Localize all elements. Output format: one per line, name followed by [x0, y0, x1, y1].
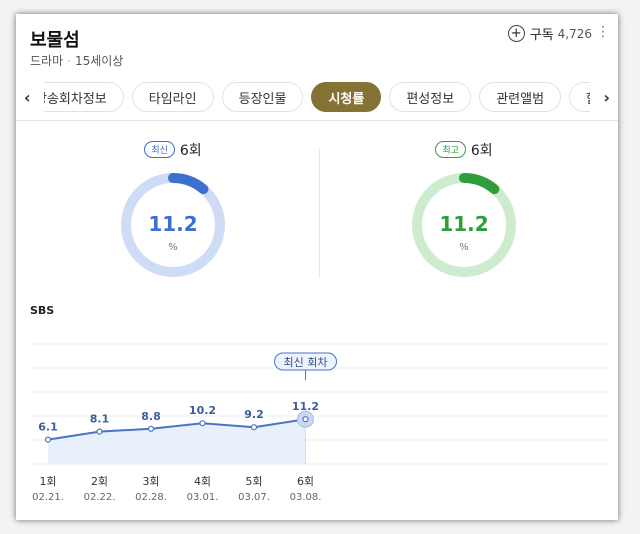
x-tick-date: 02.22.	[84, 492, 116, 503]
program-title: 보물섬	[30, 30, 80, 51]
data-label: 11.2	[292, 400, 319, 413]
data-point	[250, 424, 258, 431]
x-tick-episode: 2회	[91, 475, 108, 488]
highest-gauge-arc	[412, 173, 516, 277]
data-point	[147, 425, 155, 432]
x-tick-episode: 1회	[39, 475, 56, 488]
chart-title: SBS	[30, 304, 55, 317]
data-point	[44, 436, 52, 443]
x-tick-date: 03.01.	[187, 492, 219, 503]
tab-3[interactable]: 시청률	[311, 82, 382, 112]
series-line	[47, 418, 306, 441]
data-label: 10.2	[189, 404, 216, 417]
highest-rating-panel: 최고 6회 11.2 %	[364, 140, 564, 280]
latest-rating-value: 11.2	[148, 212, 197, 236]
data-label: 8.1	[90, 413, 110, 426]
highest-rating-value: 11.2	[439, 212, 488, 236]
latest-rating-panel: 최신 6회 11.2 %	[73, 140, 273, 280]
age-rating-label: 15세이상	[74, 54, 124, 68]
subscribe-count: 4,726	[557, 26, 592, 41]
x-tick-date: 03.07.	[238, 492, 270, 503]
tab-1[interactable]: 타임라인	[131, 82, 214, 112]
program-card: 보물섬 드라마·15세이상 + 구독 4,726 ⋮ ‹ 방송회차정보타임라인등…	[16, 14, 618, 520]
latest-episode: 6회	[179, 143, 202, 159]
more-options-icon[interactable]: ⋮	[596, 24, 610, 40]
annotation-bubble	[274, 352, 337, 371]
data-point	[96, 428, 103, 435]
data-point	[302, 416, 309, 423]
subscribe-label: 구독	[529, 28, 554, 43]
tab-6[interactable]: 함께 볼만한	[569, 82, 590, 112]
x-tick-date: 02.21.	[32, 492, 64, 503]
plus-icon: +	[507, 25, 525, 42]
tab-0[interactable]: 방송회차정보	[44, 82, 124, 112]
highest-episode: 6회	[470, 143, 493, 159]
data-label: 8.8	[141, 410, 161, 423]
x-tick-episode: 3회	[142, 475, 159, 488]
tab-2[interactable]: 등장인물	[221, 82, 304, 112]
chevron-right-icon[interactable]: ›	[603, 88, 610, 107]
program-meta: 드라마 · 15세이상	[30, 52, 123, 69]
highest-badge: 최고	[435, 141, 466, 158]
x-tick-episode: 4회	[194, 475, 211, 488]
latest-rating-gauge: 11.2 %	[121, 173, 225, 277]
genre-label: 드라마	[30, 54, 64, 68]
latest-badge: 최신	[144, 141, 175, 158]
annotation-text: 최신 회차	[284, 356, 328, 369]
latest-rating-unit: %	[168, 242, 178, 253]
tab-bar: ‹ 방송회차정보타임라인등장인물시청률편성정보관련앨범 함께 볼만한 ›	[16, 76, 618, 121]
data-label: 6.1	[38, 421, 58, 434]
x-tick-date: 03.08.	[290, 492, 322, 503]
x-tick-episode: 6회	[297, 475, 314, 488]
tab-strip: 방송회차정보타임라인등장인물시청률편성정보관련앨범 함께 볼만한	[44, 82, 590, 114]
gauge-divider	[319, 148, 320, 278]
ratings-line-chart: 6.1 8.1 8.8 10.2 9.2 11.2 최신 회차 1회 02.21. 2회 02.22…	[30, 343, 606, 503]
x-tick-date: 02.28.	[135, 492, 167, 503]
tab-5[interactable]: 관련앨범	[479, 82, 562, 112]
x-tick-episode: 5회	[245, 475, 262, 488]
latest-gauge-arc	[121, 173, 225, 277]
tab-track: 방송회차정보타임라인등장인물시청률편성정보관련앨범 함께 볼만한	[44, 82, 590, 112]
separator-dot: ·	[67, 54, 71, 68]
highest-rating-unit: %	[459, 242, 469, 253]
subscribe-button[interactable]: + 구독 4,726	[507, 24, 592, 43]
highest-rating-gauge: 11.2 %	[412, 173, 516, 277]
data-point	[199, 420, 206, 427]
chart-area-fill	[48, 419, 306, 464]
chevron-left-icon[interactable]: ‹	[24, 88, 31, 107]
data-label: 9.2	[244, 408, 264, 421]
tab-4[interactable]: 편성정보	[389, 82, 472, 112]
